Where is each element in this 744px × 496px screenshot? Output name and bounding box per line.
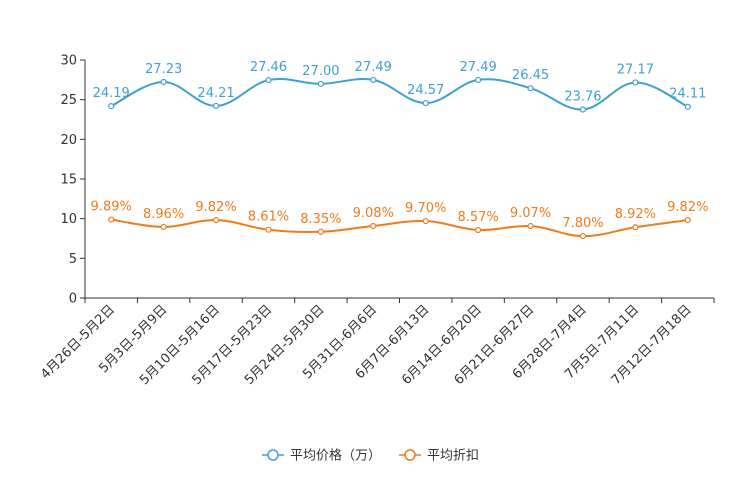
- legend-item-1[interactable]: 平均价格（万）: [262, 448, 381, 464]
- data-point: [108, 216, 115, 223]
- data-label: 9.70%: [405, 201, 446, 216]
- data-point: [265, 226, 272, 233]
- legend-item-2[interactable]: 平均折扣: [399, 449, 479, 464]
- series-1: 24.19 27.23 24.21 27.46 27.00 27.49 24.57 27.49…: [93, 60, 706, 113]
- series-2: 9.89% 8.96% 9.82% 8.61% 8.35% 9.08% 9.70% 8.57%…: [91, 200, 708, 240]
- data-point: [317, 80, 324, 87]
- data-label: 24.57: [407, 83, 444, 98]
- data-label: 9.82%: [195, 200, 236, 215]
- data-label: 9.08%: [353, 206, 394, 221]
- data-label: 8.96%: [143, 207, 184, 222]
- y-tick-label: 0: [69, 292, 77, 307]
- y-tick-label: 10: [60, 212, 77, 227]
- data-label: 9.07%: [510, 206, 551, 221]
- data-point: [160, 78, 167, 86]
- y-tick-label: 15: [60, 173, 77, 188]
- data-point: [212, 216, 220, 224]
- data-label: 23.76: [564, 90, 601, 105]
- data-point: [475, 226, 482, 234]
- data-point: [632, 224, 639, 231]
- y-tick-label: 5: [69, 252, 77, 267]
- legend-marker: [404, 449, 416, 461]
- data-point: [632, 79, 639, 86]
- data-point: [370, 76, 377, 84]
- data-point: [212, 102, 220, 110]
- data-label: 27.17: [617, 62, 654, 77]
- data-point: [422, 99, 429, 107]
- data-point: [108, 102, 115, 110]
- data-label: 9.89%: [91, 200, 132, 215]
- data-point: [160, 223, 167, 231]
- data-point: [684, 216, 691, 224]
- data-label: 24.11: [669, 87, 706, 102]
- data-point: [579, 233, 587, 240]
- data-point: [265, 77, 272, 84]
- data-point: [579, 106, 587, 113]
- data-point: [527, 85, 534, 92]
- data-point: [475, 76, 482, 84]
- data-point: [370, 222, 377, 230]
- data-label: 27.49: [355, 60, 392, 75]
- data-label: 27.46: [250, 60, 287, 75]
- data-point: [684, 103, 691, 110]
- y-tick-label: 25: [60, 93, 77, 108]
- legend-label: 平均折扣: [427, 449, 479, 464]
- y-tick-label: 20: [60, 133, 77, 148]
- data-label: 27.49: [460, 60, 497, 75]
- data-label: 24.19: [93, 86, 130, 101]
- data-label: 26.45: [512, 68, 549, 83]
- data-point: [527, 222, 534, 230]
- legend-label: 平均价格（万）: [290, 448, 381, 464]
- data-label: 24.21: [197, 86, 234, 101]
- data-label: 8.57%: [457, 210, 498, 225]
- series-line: [110, 78, 689, 111]
- data-label: 7.80%: [562, 216, 603, 231]
- data-label: 8.35%: [300, 212, 341, 227]
- data-label: 27.23: [145, 62, 182, 77]
- data-label: 8.61%: [248, 210, 289, 225]
- data-label: 9.82%: [667, 200, 708, 215]
- data-label: 27.00: [302, 64, 339, 79]
- data-point: [422, 217, 429, 225]
- series-line: [111, 218, 688, 238]
- data-point: [317, 228, 324, 235]
- legend[interactable]: 平均价格（万） 平均折扣: [262, 448, 479, 464]
- y-tick-label: 30: [60, 54, 77, 69]
- data-label: 8.92%: [615, 207, 656, 222]
- legend-marker: [267, 449, 279, 461]
- series-layer: 24.19 27.23 24.21 27.46 27.00 27.49 24.57 27.49…: [91, 60, 708, 240]
